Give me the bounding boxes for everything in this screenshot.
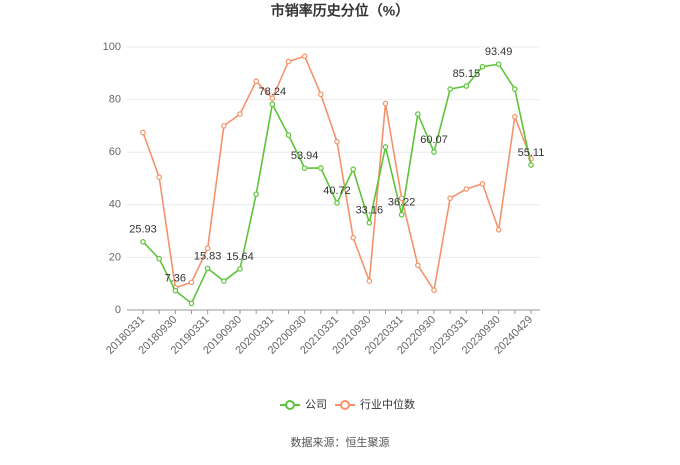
point [188, 279, 195, 286]
point [269, 95, 276, 102]
point [140, 239, 146, 245]
point [221, 123, 227, 129]
point [382, 100, 389, 107]
point [172, 287, 179, 294]
point [269, 101, 276, 108]
y-tick-label: 100 [103, 41, 121, 53]
legend-label: 行业中位数 [360, 397, 415, 411]
point [318, 91, 324, 98]
point [398, 211, 405, 218]
point [528, 162, 534, 168]
point [140, 129, 146, 136]
point [188, 300, 195, 307]
data-label: 53.94 [291, 150, 319, 162]
point [479, 180, 486, 187]
point [366, 219, 373, 226]
point [253, 78, 259, 84]
point [463, 186, 470, 192]
y-tick-label: 80 [109, 94, 121, 106]
data-label: 93.49 [485, 46, 513, 58]
point [495, 61, 502, 67]
point [334, 200, 340, 206]
point [447, 86, 453, 92]
point [156, 174, 162, 180]
data-label: 36.22 [388, 197, 416, 209]
point [204, 245, 211, 251]
y-tick-label: 40 [109, 199, 121, 211]
point [431, 287, 437, 294]
point [350, 234, 356, 241]
data-label: 25.93 [129, 224, 157, 236]
data-label: 78.24 [259, 86, 287, 98]
point [285, 132, 292, 138]
y-tick-label: 20 [109, 251, 121, 263]
point [237, 266, 243, 272]
legend-marker [285, 400, 295, 410]
data-label: 15.83 [194, 250, 222, 262]
data-label: 7.36 [165, 273, 186, 285]
y-tick-label: 60 [109, 146, 121, 158]
y-tick-label: 0 [115, 304, 121, 316]
data-label: 85.15 [453, 68, 481, 80]
point [495, 226, 502, 233]
data-label: 55.11 [518, 147, 545, 159]
point [415, 262, 421, 269]
point [237, 111, 243, 117]
point [301, 165, 308, 171]
point [350, 166, 356, 173]
chart-title: 市销率历史分位（%） [271, 3, 409, 19]
point [285, 58, 292, 65]
point [366, 278, 373, 284]
point [463, 83, 470, 89]
point [431, 149, 437, 155]
source: 数据来源：恒生聚源 [291, 435, 390, 449]
point [301, 53, 308, 60]
point [512, 113, 518, 120]
point [204, 265, 211, 272]
data-label: 60.07 [420, 134, 448, 146]
data-label: 15.64 [226, 251, 254, 263]
legend-label: 公司 [305, 399, 327, 411]
data-label: 33.16 [356, 205, 384, 217]
point [318, 165, 324, 171]
point [415, 111, 421, 117]
point [156, 255, 162, 262]
point [382, 144, 389, 150]
point [221, 278, 227, 284]
point [479, 63, 486, 70]
point [334, 138, 340, 145]
data-label: 40.72 [323, 185, 351, 197]
point [253, 191, 259, 198]
point [512, 86, 518, 92]
point [447, 195, 453, 202]
legend-marker [340, 400, 350, 410]
